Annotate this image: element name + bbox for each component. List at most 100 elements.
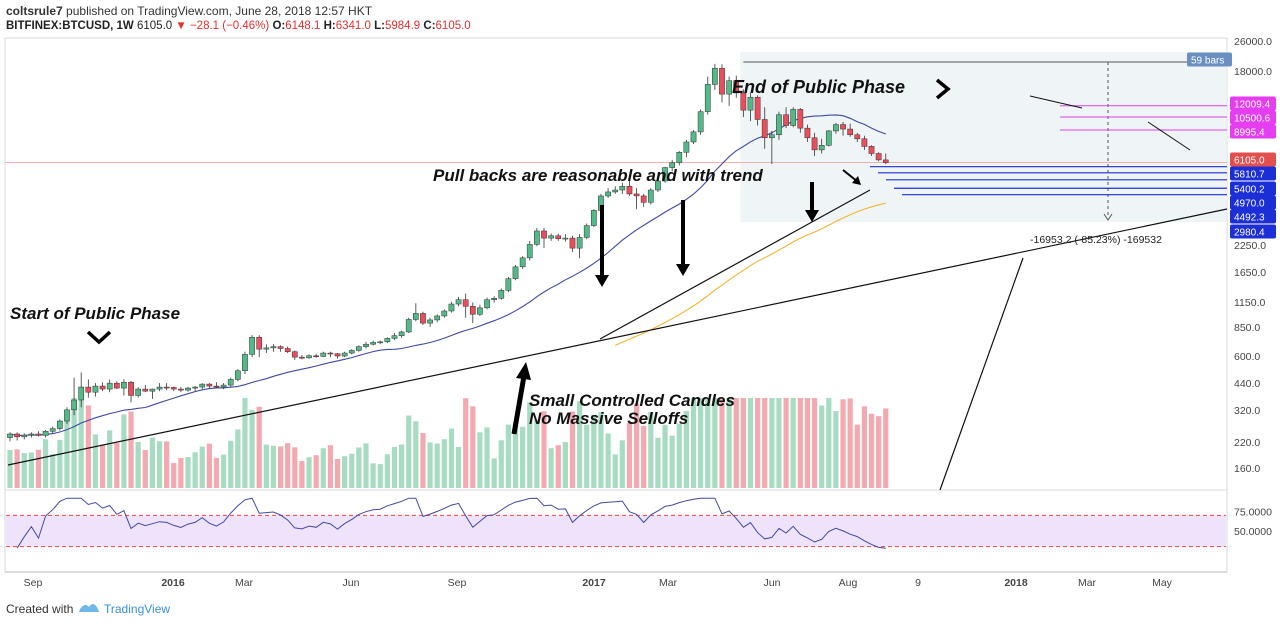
trend-line-recent[interactable]: [1147, 121, 1191, 151]
volume-bar: [520, 426, 526, 488]
candle-body: [185, 387, 191, 391]
trend-line-top[interactable]: [1029, 95, 1083, 109]
volume-bar: [669, 435, 675, 488]
author-name[interactable]: coltsrule7: [6, 4, 63, 18]
price-axis-label: 18000.0: [1234, 66, 1272, 78]
price-axis-label: 220.0: [1234, 437, 1260, 449]
volume-bar: [847, 398, 853, 488]
volume-bar: [391, 446, 398, 488]
price-axis-label: 850.0: [1234, 322, 1260, 334]
candle-body: [882, 159, 889, 163]
candle-body: [92, 385, 99, 393]
volume-bar: [463, 398, 469, 488]
candle-body: [249, 337, 255, 355]
candlesticks[interactable]: [7, 63, 889, 442]
trend-line-long[interactable]: [7, 208, 1228, 466]
trend-line-mid[interactable]: [599, 189, 871, 340]
price-axis-label: 26000.0: [1234, 36, 1272, 48]
time-axis[interactable]: Sep 2016 Mar Jun Sep 2017 Mar Jun Aug 9 2018 Mar May: [24, 577, 1173, 589]
volume-bar: [455, 446, 462, 488]
date-range-box[interactable]: [740, 52, 1227, 222]
range-measure-arrow: [1103, 213, 1113, 221]
volume-bar: [612, 454, 618, 488]
price-chart[interactable]: End of Public Phase Pull backs are reaso…: [0, 0, 1280, 592]
candle-body: [28, 433, 35, 436]
price-tag-bg: [1230, 209, 1276, 224]
candle-body: [78, 386, 85, 401]
candle-body: [363, 343, 369, 347]
volume-bar: [861, 406, 867, 488]
volume-bar: [726, 398, 732, 488]
symbol-label[interactable]: BITFINEX:BTCUSD, 1W: [6, 20, 134, 32]
volume-bar: [313, 455, 319, 488]
candle-body: [320, 352, 327, 357]
candle-body: [434, 315, 441, 321]
candle-body: [398, 331, 405, 336]
volume-bar: [420, 433, 426, 488]
candle-body: [683, 141, 690, 153]
volume-bar: [99, 445, 106, 488]
volume-bar: [641, 425, 647, 488]
price-tag: 59 bars: [1187, 52, 1232, 67]
volume-bar: [78, 398, 84, 488]
price-tag-text: 8995.4: [1234, 128, 1265, 139]
price-axis-label: 600.0: [1234, 351, 1260, 363]
price-tag-bg: [1230, 124, 1276, 139]
volume-bar: [85, 405, 91, 488]
volume-bar: [797, 398, 803, 488]
candle-body: [655, 180, 661, 191]
candle-body: [299, 356, 305, 359]
annotation-no-selloffs: No Massive Selloffs: [529, 409, 688, 428]
volume-bar: [434, 443, 440, 488]
volume-bar: [655, 437, 661, 488]
time-axis-label: Sep: [24, 577, 43, 589]
close-value: 6105.0: [435, 20, 471, 32]
price-axis-label: 440.0: [1234, 378, 1260, 390]
tradingview-brand[interactable]: TradingView: [104, 602, 171, 616]
chart-footer: Created with TradingView: [0, 592, 1280, 624]
candle-body: [726, 80, 732, 95]
price-tag: 12009.4: [1230, 96, 1276, 111]
trend-lines[interactable]: [7, 95, 1228, 491]
candle-body: [875, 153, 882, 161]
volume-bar: [819, 405, 825, 488]
volume-bar: [199, 446, 205, 488]
trend-line-steep[interactable]: [939, 257, 1024, 491]
candle-body: [804, 127, 811, 139]
tradingview-logo-icon[interactable]: [78, 600, 100, 614]
volume-bar: [92, 434, 99, 488]
volume-bar: [21, 453, 27, 488]
volume-bar: [370, 463, 376, 488]
open-label: O:: [272, 20, 286, 32]
candle-body: [192, 386, 198, 389]
candle-body: [626, 186, 633, 195]
rsi-band: [6, 515, 1226, 547]
open-value: 6148.1: [285, 20, 321, 32]
volume-bar: [135, 442, 141, 488]
candle-body: [420, 313, 426, 324]
candle-body: [768, 134, 775, 139]
volume-bars: [7, 398, 889, 488]
candle-body: [512, 266, 519, 279]
price-tag-text: 12009.4: [1234, 100, 1271, 111]
candle-body: [306, 355, 312, 359]
volume-bar: [448, 428, 455, 488]
volume-bar: [242, 398, 248, 488]
price-tag-bg: [1187, 52, 1232, 67]
volume-bar: [164, 441, 170, 488]
candle-body: [448, 303, 455, 312]
horizontal-levels[interactable]: [5, 105, 1227, 196]
published-text: published on TradingView.com, June 28, 2…: [66, 4, 373, 18]
candle-body: [605, 191, 611, 197]
volume-bar: [342, 456, 348, 488]
price-tag: 4970.0: [1230, 195, 1276, 210]
volume-bar: [149, 437, 155, 488]
volume-bar: [577, 401, 583, 488]
candle-body: [818, 145, 825, 151]
candle-body: [633, 193, 640, 197]
volume-bar: [377, 464, 383, 488]
price-axis-label: 320.0: [1234, 405, 1260, 417]
measure-label: -16953.2 (-85.23%) -169532: [1030, 234, 1162, 246]
candle-body: [697, 111, 704, 133]
price-tag: 10500.6: [1230, 110, 1276, 125]
